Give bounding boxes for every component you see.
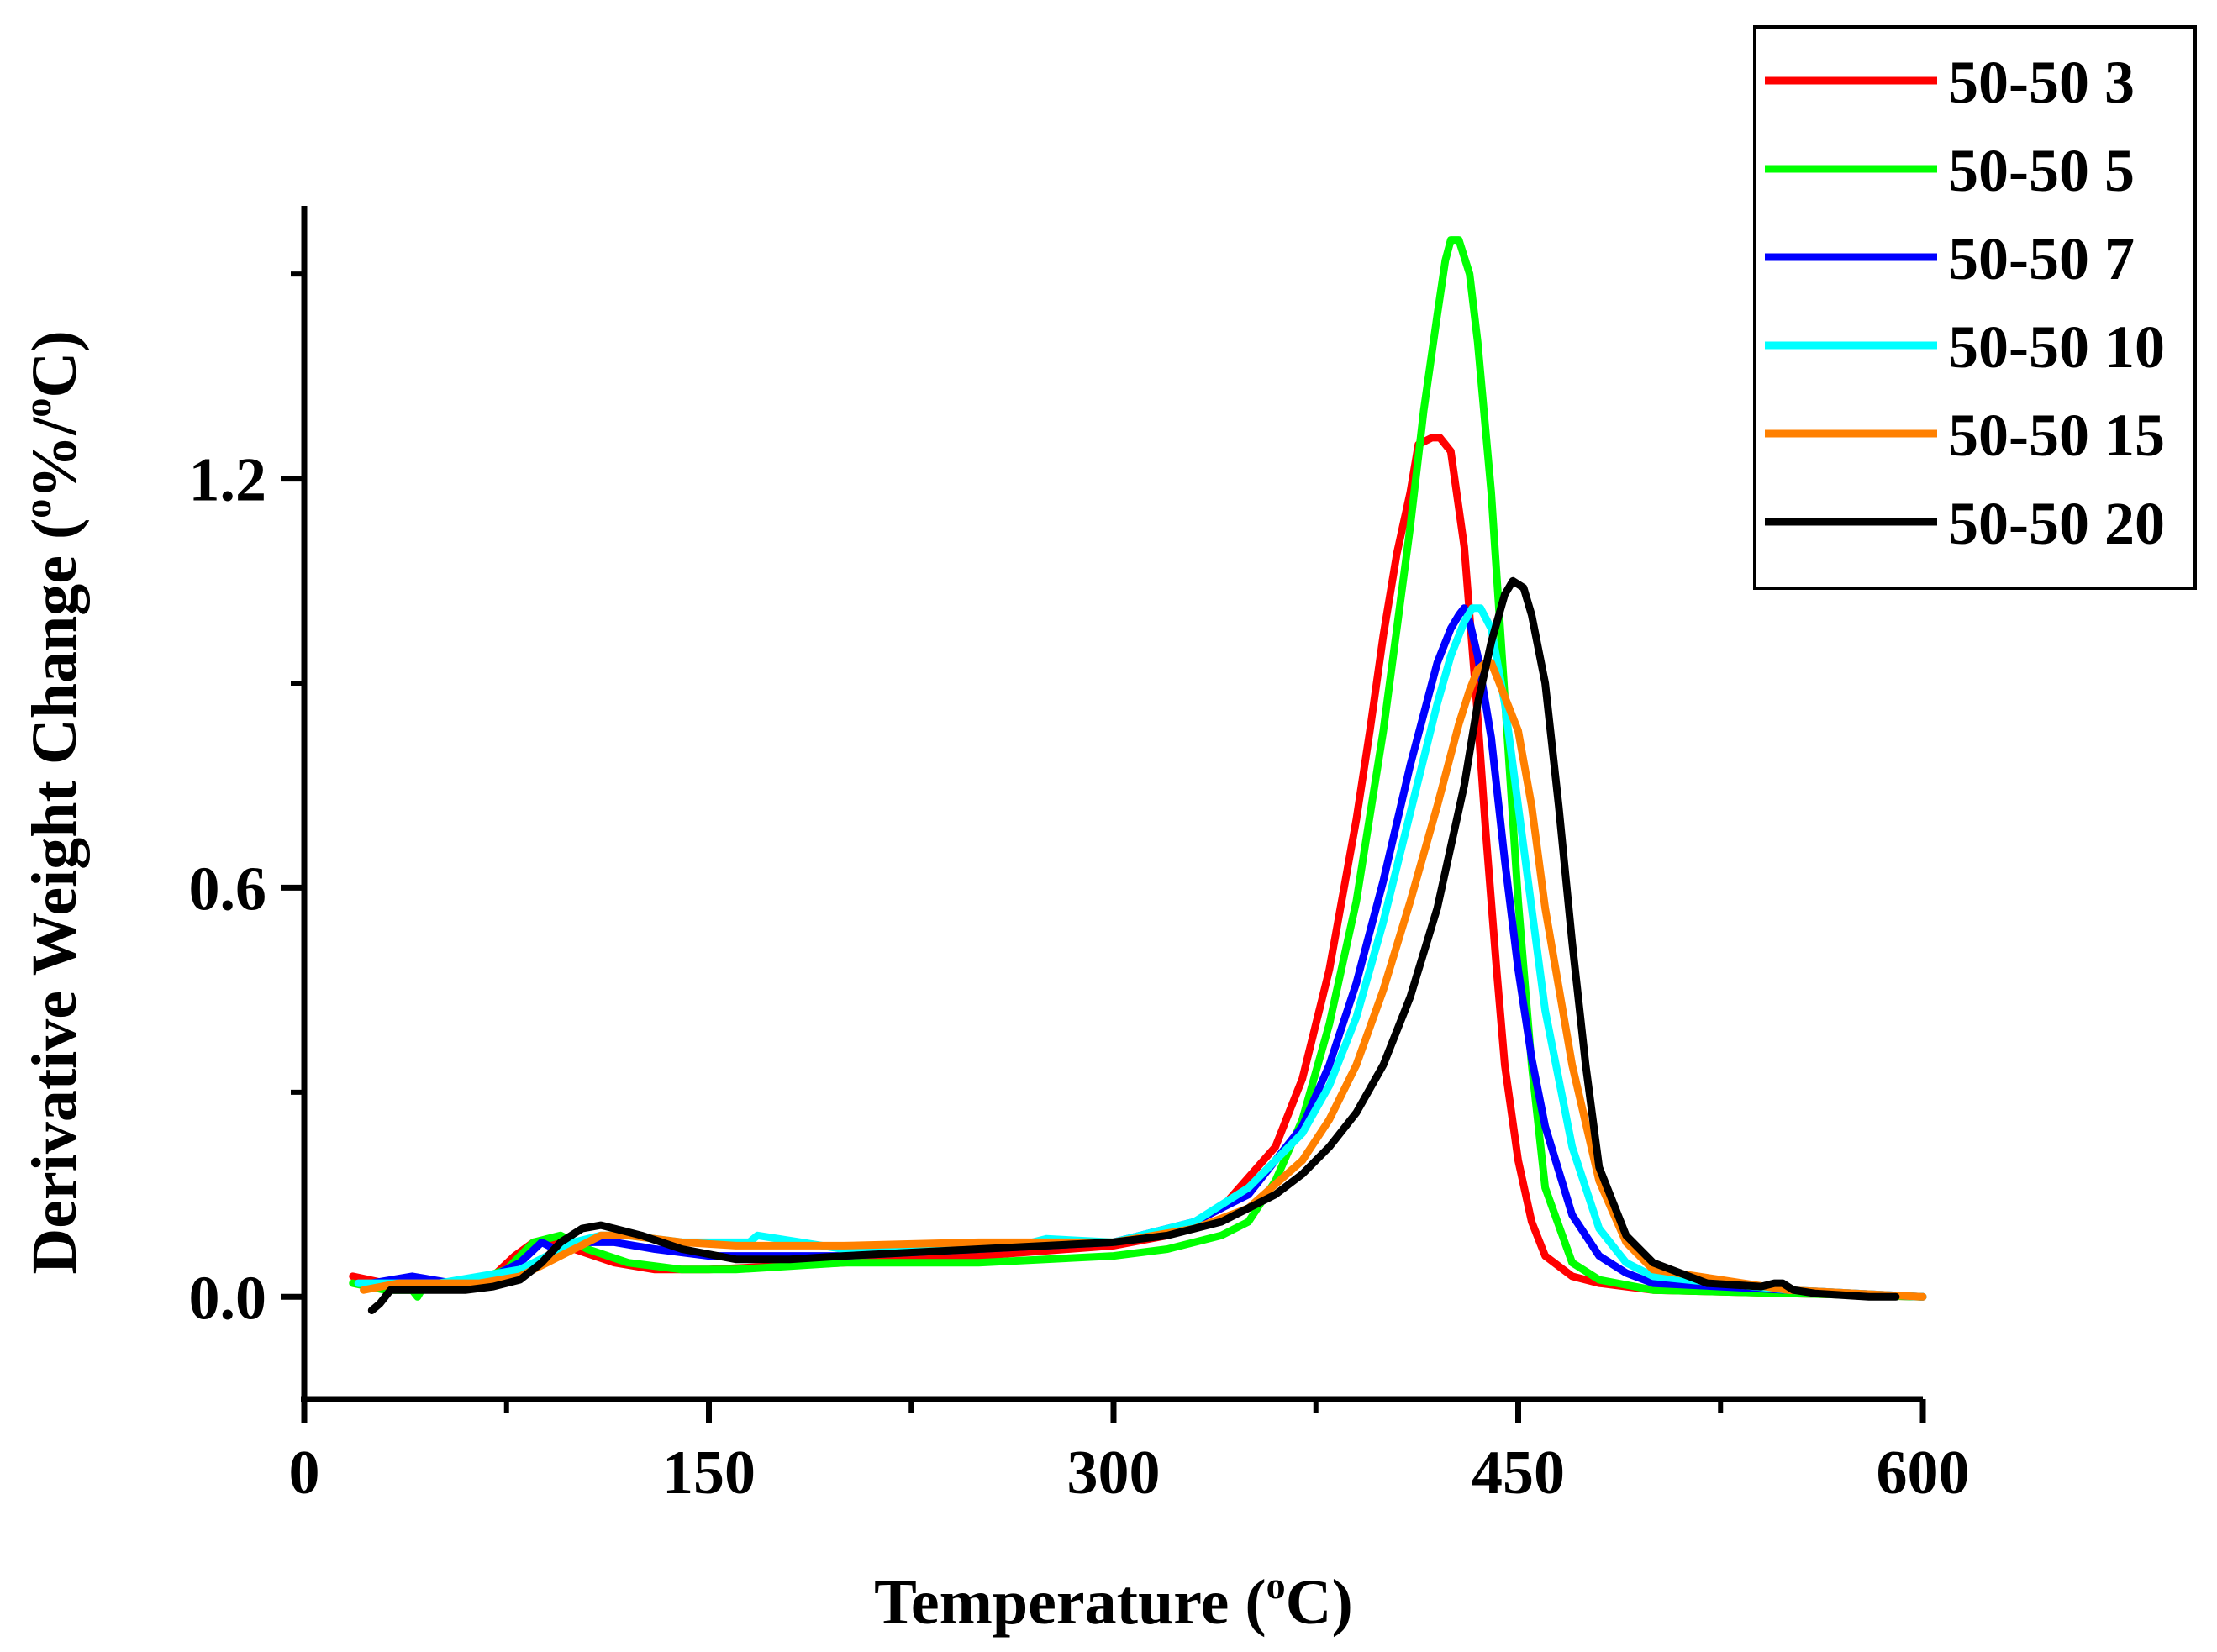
series-line-50-50-3 [349,434,1927,1301]
series-line-50-50-7 [367,604,1927,1301]
series-line-50-50-10 [354,604,1927,1301]
x-tick-label: 300 [1067,1439,1161,1507]
x-tick-label: 150 [662,1439,756,1507]
plot-area: 0 150 300 450 600 0.0 0.6 1.2 [189,206,1970,1507]
series-line-50-50-5 [349,236,1927,1301]
y-axis-title-end: C) [19,330,90,397]
x-axis-title-sup: o [1266,1564,1286,1607]
y-axis-title-main: Derivative Weight Change ( [19,518,90,1275]
legend: 50-50 3 50-50 5 50-50 7 50-50 10 50-50 15 50-… [1753,25,2197,590]
x-ticks: 0 150 300 450 600 [289,1399,1970,1507]
x-axis-title-end: C) [1286,1567,1353,1638]
series-layer [349,236,1927,1314]
y-ticks: 0.0 0.6 1.2 [189,271,304,1333]
legend-label: 50-50 20 [1948,490,2165,557]
x-axis-title: Temperature (oC) [874,1564,1353,1638]
legend-label: 50-50 10 [1948,313,2165,381]
legend-label: 50-50 15 [1948,402,2165,469]
legend-box [1753,25,2197,590]
x-tick-label: 600 [1877,1439,1970,1507]
y-axis-title-mid: / [19,417,90,436]
y-tick-label: 1.2 [189,446,267,515]
y-axis-title: Derivative Weight Change (o%/oC) [16,330,90,1274]
series-line-50-50-20 [367,576,1900,1314]
x-tick-label: 450 [1472,1439,1565,1507]
y-tick-label: 0.6 [189,855,267,923]
legend-label: 50-50 5 [1948,137,2135,204]
y-axis-title-sup2: o [16,398,59,418]
legend-label: 50-50 7 [1948,225,2135,292]
series-line-50-50-15 [360,659,1927,1301]
legend-label: 50-50 3 [1948,49,2135,116]
y-tick-label: 0.0 [189,1264,267,1333]
x-tick-label: 0 [289,1439,320,1507]
y-axis-title-percent: % [19,435,90,499]
y-axis-title-sup1: o [16,499,59,518]
legend-items: 50-50 3 50-50 5 50-50 7 50-50 10 50-50 15 50-… [1765,49,2165,557]
x-axis-title-main: Temperature ( [874,1567,1266,1638]
